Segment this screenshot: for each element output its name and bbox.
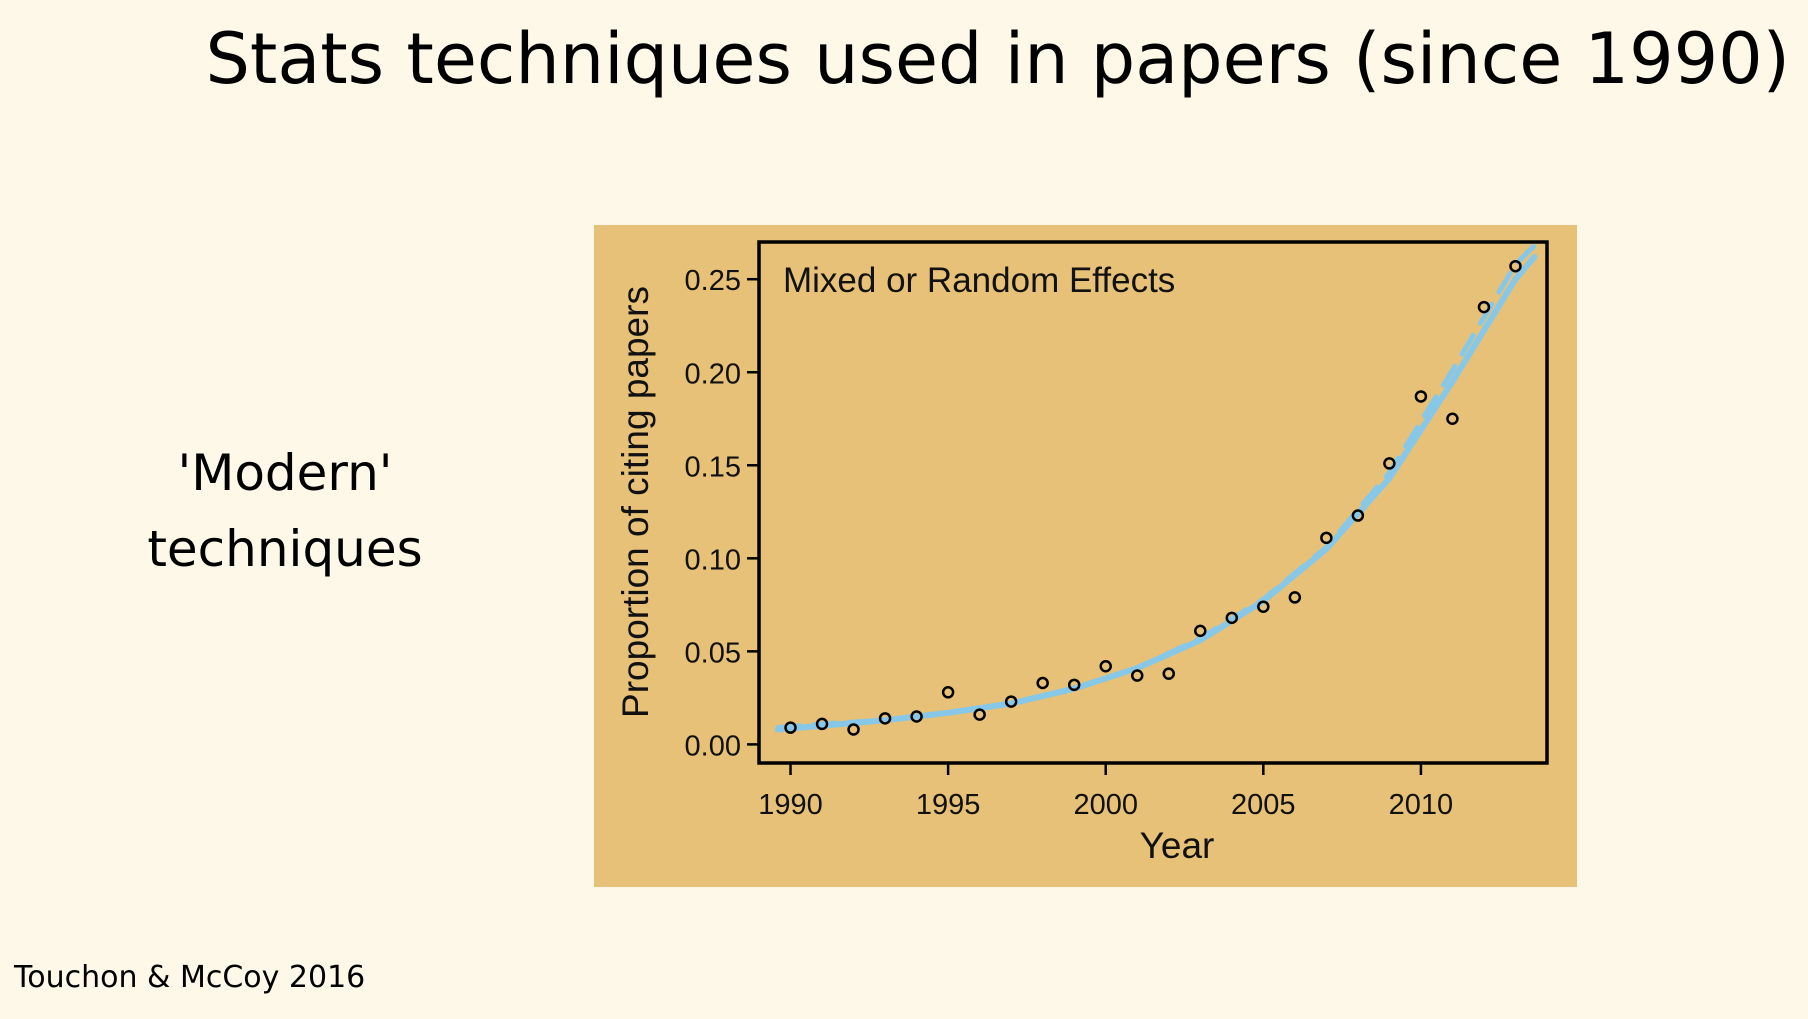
data-point xyxy=(1067,678,1081,692)
side-label: 'Modern' techniques xyxy=(100,435,470,587)
data-point xyxy=(1414,390,1428,403)
data-point xyxy=(1004,695,1018,708)
fit-line-dashed xyxy=(775,243,1537,731)
data-point xyxy=(1099,659,1112,673)
y-axis: 0.00 0.05 0.10 0.15 0.20 0.25 xyxy=(685,265,759,762)
x-axis: 1990 1995 2000 2005 2010 xyxy=(758,763,1453,821)
y-tick-label: 0.10 xyxy=(685,544,741,576)
x-tick-label: 1990 xyxy=(758,789,823,821)
data-point xyxy=(1257,600,1270,613)
plot-frame xyxy=(757,240,1549,765)
x-tick-label: 2010 xyxy=(1389,789,1454,821)
data-point xyxy=(1036,676,1049,690)
data-point xyxy=(1288,591,1302,604)
citation: Touchon & McCoy 2016 xyxy=(14,960,366,995)
side-label-line1: 'Modern' xyxy=(177,444,393,502)
data-point xyxy=(910,710,923,723)
data-point xyxy=(1383,457,1396,470)
data-point xyxy=(1509,259,1522,273)
x-tick-label: 1995 xyxy=(916,789,981,821)
fit-line xyxy=(774,253,1538,733)
data-point xyxy=(973,708,986,721)
y-axis-label: Proportion of citing papers xyxy=(615,286,656,718)
data-point xyxy=(1477,300,1491,314)
x-tick-label: 2005 xyxy=(1231,789,1296,821)
x-tick-label: 2000 xyxy=(1073,789,1138,821)
data-point xyxy=(815,717,829,731)
data-point xyxy=(1320,531,1333,545)
x-axis-label: Year xyxy=(1140,825,1215,866)
slide-title: Stats techniques used in papers (since 1… xyxy=(205,18,1790,100)
chart-svg: 0.00 0.05 0.10 0.15 0.20 0.25 1990 1995 2000 200… xyxy=(615,240,1549,866)
y-tick-label: 0.00 xyxy=(685,730,741,762)
data-point xyxy=(1130,669,1144,682)
data-point xyxy=(1446,412,1459,426)
y-tick-label: 0.20 xyxy=(685,358,741,390)
chart-title: Mixed or Random Effects xyxy=(783,261,1175,300)
data-point xyxy=(784,721,797,734)
chart-panel: 0.00 0.05 0.10 0.15 0.20 0.25 1990 1995 2000 200… xyxy=(594,225,1577,887)
data-point xyxy=(1194,624,1207,638)
data-point xyxy=(847,723,860,736)
series-layer xyxy=(774,243,1538,736)
data-point xyxy=(1225,611,1239,625)
y-tick-label: 0.05 xyxy=(685,637,741,669)
y-tick-label: 0.15 xyxy=(685,451,741,483)
data-point xyxy=(941,686,955,699)
side-label-line2: techniques xyxy=(147,520,423,578)
data-point xyxy=(1162,667,1176,680)
y-tick-label: 0.25 xyxy=(685,265,741,297)
data-point xyxy=(1351,509,1365,522)
data-point xyxy=(878,712,892,725)
